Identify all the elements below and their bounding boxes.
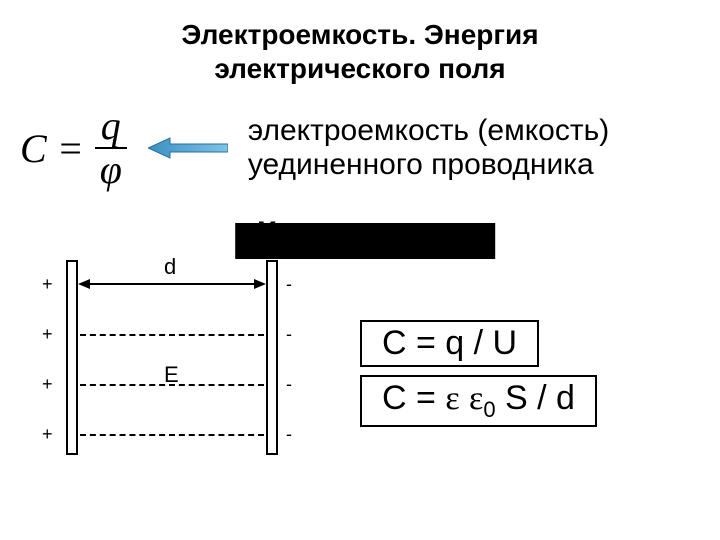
minus-sign: -: [286, 374, 292, 395]
e-label: E: [164, 362, 179, 388]
subheading-text: Конденсатор: [257, 215, 463, 251]
formula-eq: =: [57, 125, 84, 172]
formula-lhs: C: [20, 125, 47, 172]
plus-sign: +: [42, 374, 53, 395]
bottom-row: + + + + - - - - d E C = q / U C = ε ε0 S…: [0, 260, 720, 455]
fraction: q φ: [94, 105, 128, 191]
plate-right: [266, 260, 278, 455]
formula-c-q-u: C = q / U: [360, 320, 539, 367]
plus-sign: +: [42, 324, 53, 345]
epsilon-symbol: ε: [445, 380, 459, 417]
epsilon0-subscript: 0: [483, 397, 495, 422]
capacitance-definition-row: C = q φ электроемкость (емкость) уединен…: [0, 105, 720, 191]
title-line1: Электроемкость. Энергия: [0, 18, 720, 52]
field-line: [80, 334, 264, 336]
page-title: Электроемкость. Энергия электрического п…: [0, 0, 720, 85]
plus-sign: +: [42, 424, 53, 445]
fraction-denominator: φ: [94, 149, 128, 191]
field-line: [80, 434, 264, 436]
formula3-prefix: C =: [382, 379, 445, 417]
desc-line1: электроемкость (емкость): [248, 114, 609, 149]
formula-c-equals-q-over-phi: C = q φ: [20, 105, 128, 191]
capacitor-diagram: + + + + - - - - d E: [30, 260, 310, 455]
plus-sign: +: [42, 274, 53, 295]
fraction-numerator: q: [95, 105, 127, 149]
formula-c-eps-s-d: C = ε ε0 S / d: [360, 375, 597, 427]
capacitance-description: электроемкость (емкость) уединенного про…: [248, 114, 609, 183]
minus-sign: -: [286, 274, 292, 295]
formula3-suffix: S / d: [496, 379, 575, 417]
left-arrow-icon: [148, 136, 228, 160]
desc-line2: уединенного проводника: [248, 148, 609, 183]
minus-sign: -: [286, 424, 292, 445]
d-label: d: [164, 254, 176, 280]
subheading-capacitor: Конденсатор: [0, 215, 720, 252]
plate-left: [66, 260, 78, 455]
minus-sign: -: [286, 324, 292, 345]
epsilon0-symbol: ε: [469, 380, 483, 417]
formula-column: C = q / U C = ε ε0 S / d: [360, 320, 597, 455]
title-line2: электрического поля: [0, 52, 720, 86]
